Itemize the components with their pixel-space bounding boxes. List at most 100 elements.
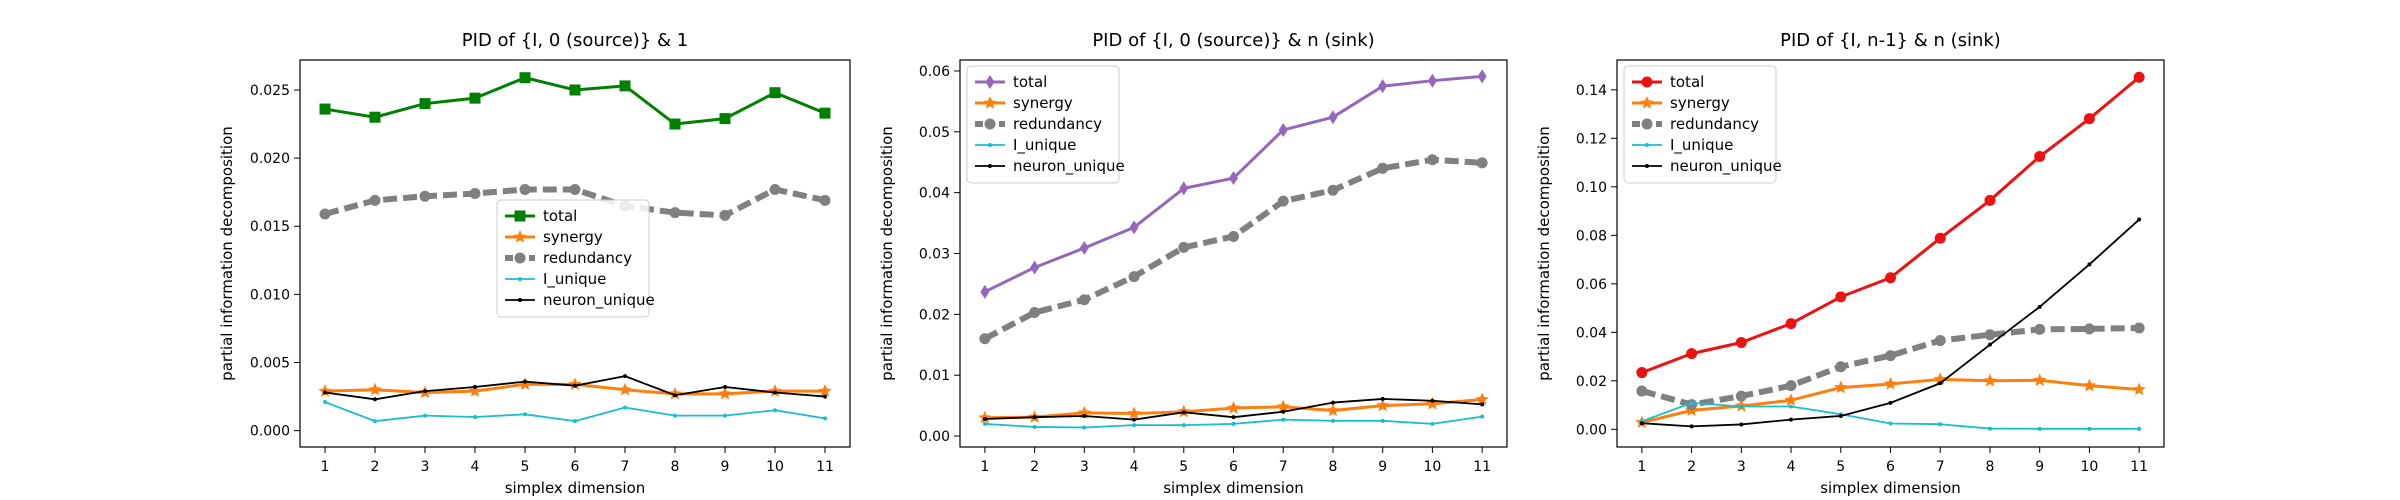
y-tick-label: 0.03 (919, 247, 950, 263)
data-point (1475, 392, 1489, 406)
legend-label: synergy (1013, 94, 1073, 112)
data-point (1276, 399, 1290, 413)
y-tick-label: 0.000 (250, 424, 290, 440)
data-point (1784, 393, 1798, 406)
data-point (1378, 79, 1388, 94)
data-point (1078, 294, 1090, 306)
legend: total synergy redundancy I_unique neuron_uni… (1623, 65, 1782, 184)
x-tick-label: 1 (980, 459, 989, 475)
data-point (1934, 232, 1946, 244)
x-tick-label: 11 (1473, 459, 1491, 475)
y-tick-label: 0.00 (919, 429, 950, 445)
data-point (1181, 410, 1186, 415)
x-tick-label: 11 (2130, 459, 2148, 475)
series-total (980, 69, 1487, 299)
data-point (1228, 230, 1239, 242)
x-tick-label: 8 (671, 459, 680, 475)
legend-marker (1645, 143, 1649, 147)
data-point (669, 118, 681, 130)
y-axis-label: partial information decomposition (218, 126, 236, 381)
data-point (823, 394, 827, 399)
data-point (2132, 382, 2146, 396)
data-point (1639, 421, 1644, 426)
y-tick-label: 0.02 (919, 307, 950, 323)
y-axis-label: partial information decomposition (1535, 126, 1553, 381)
data-point (519, 183, 531, 195)
data-point (319, 103, 331, 115)
data-point (1127, 406, 1141, 420)
data-point (1079, 241, 1089, 256)
data-point (369, 194, 381, 206)
chart-1: PID of {I, 0 (source)} & 1 1 2 3 4 5 6 7 8 9 10 11 0… (218, 30, 851, 497)
chart-title: PID of {I, 0 (source)} & 1 (462, 30, 688, 51)
data-point (1636, 385, 1648, 397)
x-tick-label: 1 (1637, 459, 1646, 475)
data-point (368, 382, 382, 396)
data-point (573, 383, 577, 388)
x-tick-label: 2 (371, 459, 380, 475)
x-tick-label: 8 (1328, 459, 1337, 475)
data-point (719, 113, 731, 125)
legend-label: neuron_unique (1013, 157, 1125, 176)
data-point (523, 379, 527, 384)
legend-label: synergy (1670, 94, 1730, 112)
x-tick-label: 4 (1130, 459, 1139, 475)
x-tick-label: 3 (1080, 459, 1089, 475)
data-point (1735, 336, 1747, 348)
data-point (1380, 418, 1385, 423)
data-point (1739, 404, 1744, 409)
x-tick-label: 6 (1886, 459, 1895, 475)
data-point (1082, 413, 1087, 418)
data-point (1425, 396, 1440, 410)
data-point (319, 208, 331, 220)
x-tick-label: 6 (1229, 459, 1238, 475)
series-neuron_unique (1639, 217, 2142, 429)
data-point (473, 385, 477, 390)
data-point (1326, 403, 1340, 417)
data-point (2133, 322, 2145, 334)
data-point (1181, 423, 1186, 428)
data-point (1327, 184, 1339, 196)
data-point (373, 397, 377, 402)
data-point (1029, 307, 1041, 319)
series-redundancy (1636, 322, 2145, 411)
data-point (673, 393, 677, 398)
data-point (1835, 361, 1847, 373)
data-point (618, 382, 632, 396)
data-point (1938, 381, 1943, 386)
y-tick-label: 0.015 (250, 219, 290, 235)
x-tick-label: 3 (421, 459, 430, 475)
legend-box (966, 65, 1120, 184)
data-point (469, 188, 481, 200)
legend-box (1623, 65, 1777, 184)
data-point (1330, 400, 1335, 405)
x-tick-label: 5 (521, 459, 530, 475)
legend-label: I_unique (543, 270, 606, 289)
data-point (1834, 380, 1848, 394)
data-point (1129, 220, 1139, 235)
data-point (2137, 426, 2142, 431)
data-point (1380, 396, 1385, 401)
data-point (1934, 335, 1946, 347)
x-axis-label: simplex dimension (1163, 479, 1304, 497)
legend-marker (1641, 118, 1653, 130)
data-point (423, 413, 427, 418)
y-tick-label: 0.02 (1576, 374, 1607, 390)
data-point (1933, 372, 1947, 386)
data-point (2133, 71, 2145, 83)
y-tick-label: 0.005 (250, 356, 290, 372)
legend-marker (514, 210, 526, 222)
data-point (518, 377, 532, 390)
data-point (473, 415, 477, 420)
data-point (723, 413, 727, 418)
data-point (1278, 122, 1288, 137)
data-point (2087, 262, 2092, 267)
data-point (1785, 380, 1797, 392)
x-tick-label: 3 (1737, 459, 1746, 475)
data-point (1277, 195, 1289, 207)
data-point (373, 419, 377, 424)
data-point (1128, 271, 1140, 283)
chart-2: PID of {I, 0 (source)} & n (sink) 1 2 3 4 5 6 7… (878, 30, 1508, 497)
x-tick-label: 7 (621, 459, 630, 475)
data-point (2083, 323, 2095, 335)
